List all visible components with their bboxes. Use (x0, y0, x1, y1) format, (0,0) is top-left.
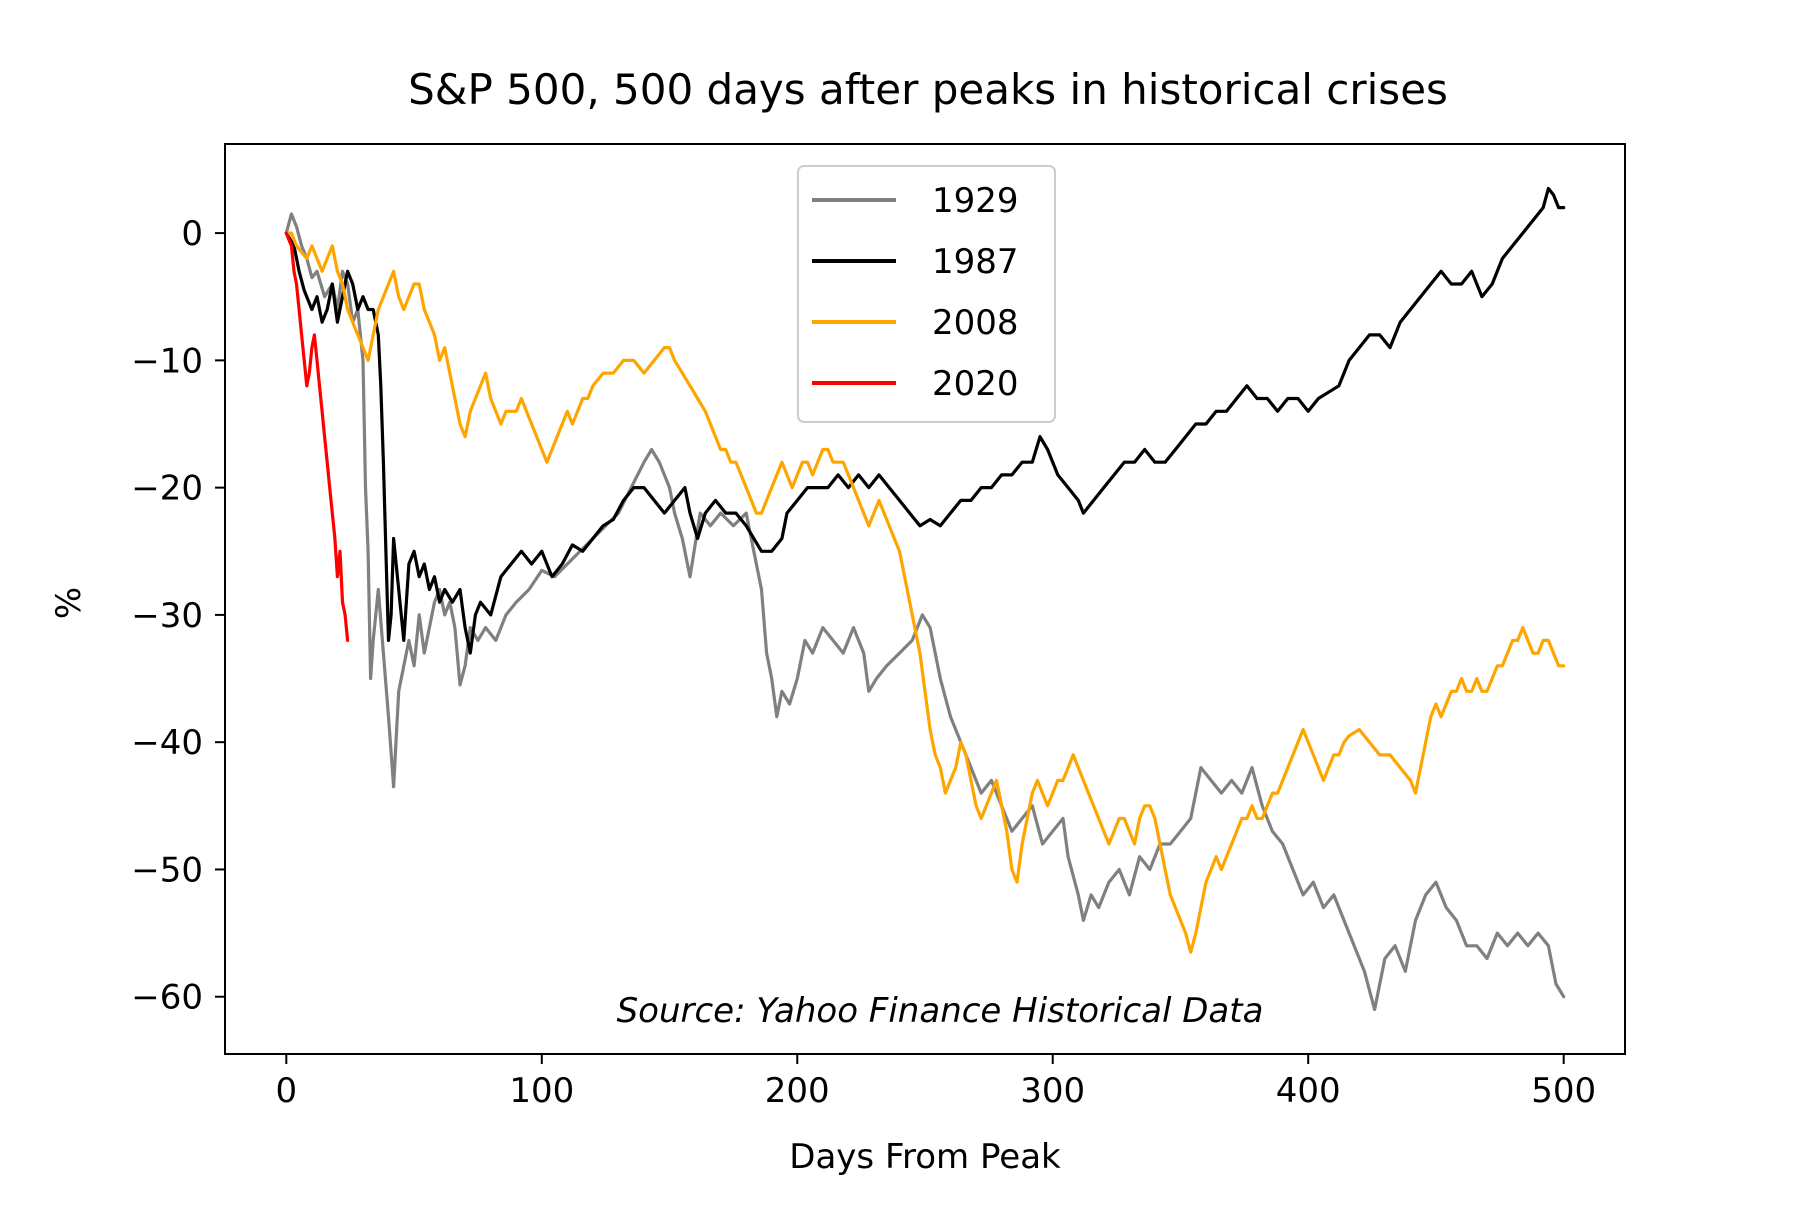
y-tick-label: −40 (131, 723, 203, 763)
x-tick-label: 0 (275, 1071, 297, 1111)
legend-label-1987: 1987 (932, 242, 1019, 282)
x-tick-label: 300 (1020, 1071, 1085, 1111)
legend-label-2008: 2008 (932, 303, 1019, 343)
x-tick-label: 500 (1531, 1071, 1596, 1111)
chart-title: S&P 500, 500 days after peaks in histori… (408, 65, 1448, 114)
y-tick-label: −20 (131, 469, 203, 509)
x-tick-label: 200 (765, 1071, 830, 1111)
y-axis-label: % (49, 587, 89, 619)
y-tick-label: −30 (131, 596, 203, 636)
y-tick-label: −50 (131, 850, 203, 890)
x-tick-label: 100 (509, 1071, 574, 1111)
legend-label-2020: 2020 (932, 364, 1019, 404)
y-tick-label: −10 (131, 341, 203, 381)
x-axis-label: Days From Peak (789, 1137, 1061, 1177)
series-line-2008 (284, 231, 1566, 954)
plot-area (284, 186, 1566, 1012)
legend-label-1929: 1929 (932, 181, 1019, 221)
y-tick-label: −60 (131, 978, 203, 1018)
source-annotation: Source: Yahoo Finance Historical Data (617, 991, 1264, 1031)
legend-box (797, 165, 1056, 423)
x-tick-label: 400 (1276, 1071, 1341, 1111)
y-tick-label: 0 (181, 214, 203, 254)
plot-frame (224, 143, 1626, 1055)
series-lines (284, 186, 1566, 1012)
axis-ticks: 0 100 200 300 400 500 0 −10 −20 −30 −40 −50 −60 (131, 214, 1596, 1111)
series-line-2020 (284, 231, 350, 642)
series-line-1987 (284, 186, 1566, 655)
legend: 1929 1987 2008 2020 (797, 165, 1056, 423)
series-line-1929 (284, 212, 1566, 1012)
